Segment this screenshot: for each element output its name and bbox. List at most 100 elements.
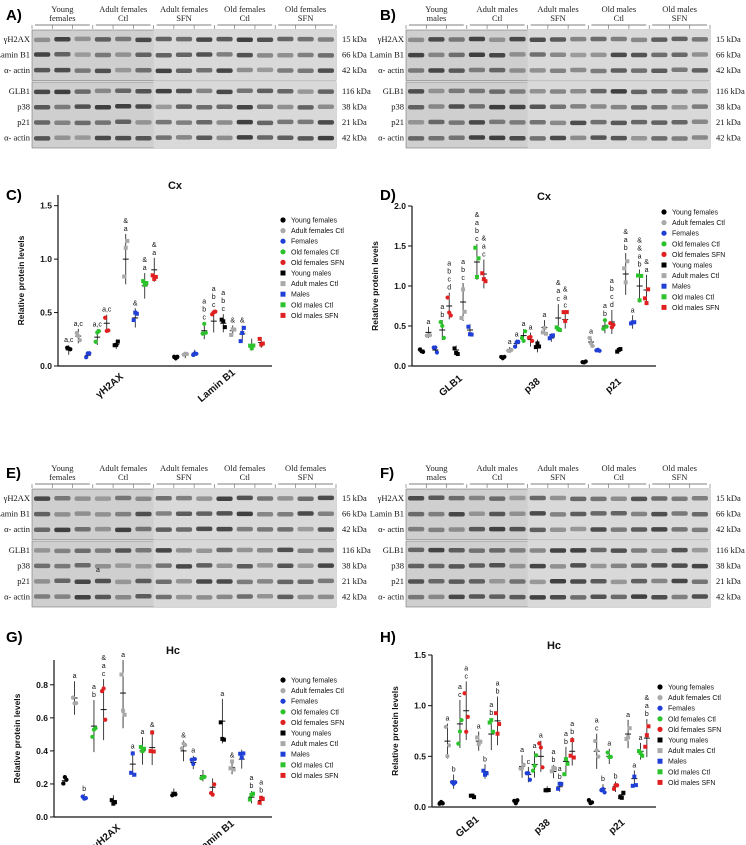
protein-band	[590, 496, 607, 502]
data-point	[434, 350, 440, 355]
significance-label: b	[610, 286, 614, 293]
protein-band	[216, 526, 233, 532]
protein-band	[216, 579, 233, 584]
legend-label: Young females	[668, 685, 715, 692]
protein-band	[155, 36, 172, 42]
data-point	[515, 798, 520, 803]
protein-band	[651, 511, 668, 517]
protein-band	[196, 52, 213, 57]
data-point	[528, 334, 533, 340]
significance-label: a	[522, 321, 526, 328]
data-point	[461, 287, 466, 292]
protein-band	[509, 495, 526, 501]
protein-band	[115, 36, 132, 42]
protein-band	[297, 496, 314, 502]
protein-band	[74, 527, 91, 532]
protein-band	[651, 88, 668, 94]
protein-band	[54, 527, 71, 533]
protein-band	[630, 496, 648, 502]
significance-label: a	[464, 665, 468, 672]
significance-label: a	[551, 749, 555, 756]
protein-band	[175, 579, 193, 584]
protein-band	[34, 37, 51, 43]
protein-band	[529, 88, 546, 94]
protein-label: α- actin	[4, 133, 31, 143]
legend-label: Females	[668, 706, 695, 713]
data-point	[74, 701, 79, 706]
protein-band	[590, 68, 607, 74]
significance-label: a	[639, 735, 643, 742]
data-point	[260, 796, 265, 801]
protein-band	[671, 547, 688, 553]
kda-label: 116 kDa	[716, 545, 745, 555]
x-category-label: p21	[607, 817, 628, 837]
data-point	[221, 319, 226, 324]
significance-label: &	[101, 655, 106, 662]
significance-label: &	[142, 257, 147, 264]
protein-band	[216, 496, 233, 502]
protein-label: p21	[391, 117, 404, 127]
data-point	[611, 322, 616, 328]
protein-band	[135, 548, 152, 553]
protein-band	[155, 52, 172, 58]
data-point	[257, 800, 262, 805]
protein-label: α- actin	[4, 592, 31, 602]
protein-band	[468, 579, 486, 584]
protein-label: GLB1	[383, 86, 404, 96]
data-point	[87, 351, 92, 356]
protein-band	[317, 104, 334, 109]
protein-band	[94, 104, 112, 110]
protein-band	[691, 104, 708, 109]
significance-label: a	[461, 259, 465, 266]
significance-label: c	[464, 673, 468, 680]
kda-label: 66 kDa	[716, 50, 741, 60]
panel-label-h: H)	[380, 629, 396, 646]
protein-band	[448, 52, 465, 58]
data-point	[210, 792, 215, 797]
protein-label: p21	[391, 576, 404, 586]
chart-G: Hc 0.0 0.2 0.4 0.6 0.8 Relative protein levels…	[12, 645, 344, 845]
data-point	[472, 795, 477, 800]
protein-band	[489, 496, 506, 501]
chart-title: Cx	[168, 180, 183, 192]
protein-band	[408, 105, 425, 110]
protein-band	[236, 511, 253, 517]
legend-label: Old males SFN	[291, 773, 338, 780]
x-category-label: GLB1	[437, 373, 465, 399]
data-point	[526, 771, 531, 776]
blot-group-header: Ctl	[118, 472, 129, 482]
protein-band	[448, 564, 465, 569]
protein-band	[671, 136, 688, 141]
data-point	[131, 318, 136, 323]
protein-band	[549, 564, 567, 569]
protein-band	[408, 120, 425, 125]
protein-band	[34, 120, 51, 125]
panel-label-g: G)	[6, 629, 23, 646]
data-point	[487, 720, 492, 725]
kda-label: 42 kDa	[716, 592, 741, 602]
protein-band	[74, 36, 91, 42]
protein-band	[277, 36, 294, 42]
protein-band	[196, 548, 213, 554]
data-point	[221, 737, 226, 742]
protein-band	[54, 548, 71, 554]
blot-group-header: Adult males	[477, 4, 518, 14]
data-point	[480, 271, 485, 276]
significance-label: a	[631, 307, 635, 314]
data-point	[623, 280, 628, 285]
protein-band	[691, 52, 708, 57]
significance-label: a	[140, 729, 144, 736]
y-tick-label: 1.0	[394, 281, 406, 291]
data-point	[475, 735, 480, 740]
significance-label: a	[92, 684, 96, 691]
protein-band	[94, 120, 112, 125]
kda-label: 21 kDa	[716, 117, 741, 127]
protein-band	[277, 104, 294, 110]
protein-band	[135, 496, 152, 501]
legend-label: Old females SFN	[291, 720, 344, 727]
protein-band	[651, 563, 668, 568]
data-point	[203, 330, 208, 335]
protein-band	[256, 496, 274, 501]
